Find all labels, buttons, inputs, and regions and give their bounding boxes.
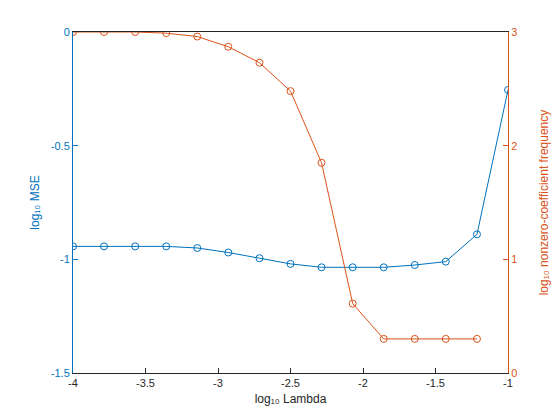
- svg-text:-0.5: -0.5: [51, 140, 70, 152]
- svg-text:-4: -4: [68, 377, 78, 389]
- svg-text:log₁₀ nonzero-coefficient freq: log₁₀ nonzero-coefficient frequency: [537, 110, 551, 296]
- svg-text:3: 3: [511, 26, 517, 38]
- svg-text:-2: -2: [358, 377, 368, 389]
- svg-text:-1: -1: [503, 377, 513, 389]
- svg-text:1: 1: [511, 253, 517, 265]
- svg-text:2: 2: [511, 140, 517, 152]
- svg-text:-2.5: -2.5: [281, 377, 300, 389]
- svg-text:0: 0: [511, 367, 517, 379]
- svg-text:log₁₀ Lambda: log₁₀ Lambda: [255, 392, 327, 406]
- svg-text:0: 0: [64, 26, 70, 38]
- svg-text:-3: -3: [213, 377, 223, 389]
- svg-text:-3.5: -3.5: [136, 377, 155, 389]
- svg-text:-1.5: -1.5: [51, 367, 70, 379]
- svg-text:log₁₀ MSE: log₁₀ MSE: [28, 175, 42, 229]
- svg-text:-1: -1: [60, 253, 70, 265]
- svg-text:-1.5: -1.5: [426, 377, 445, 389]
